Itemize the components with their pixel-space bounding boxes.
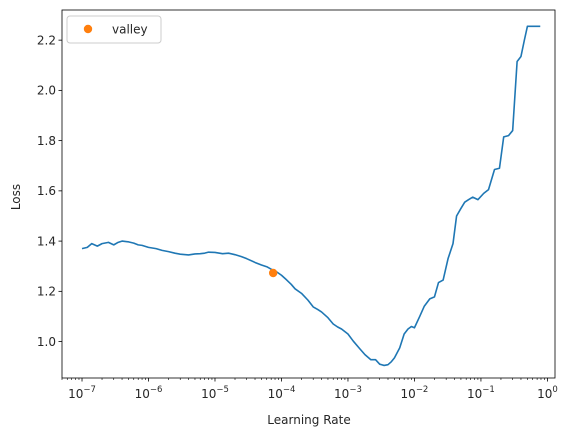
y-tick-label: 2.2 bbox=[37, 33, 56, 47]
x-tick-label-exponent: −2 bbox=[416, 385, 429, 395]
y-tick-label: 2.0 bbox=[37, 84, 56, 98]
y-tick-label: 1.0 bbox=[37, 335, 56, 349]
x-tick-label-exponent: 0 bbox=[552, 385, 557, 395]
x-tick-label-exponent: −7 bbox=[83, 385, 96, 395]
x-tick-label: 10−4 bbox=[268, 385, 296, 401]
x-tick-label: 10−3 bbox=[334, 385, 362, 401]
x-tick-label-base: 10 bbox=[268, 387, 283, 401]
valley-point bbox=[268, 268, 278, 278]
series-layer bbox=[81, 25, 541, 367]
legend-valley-marker bbox=[83, 24, 93, 34]
x-tick-label-exponent: −6 bbox=[150, 385, 163, 395]
y-tick-label: 1.2 bbox=[37, 285, 56, 299]
y-tick-label: 1.8 bbox=[37, 134, 56, 148]
x-tick-label-base: 10 bbox=[334, 387, 349, 401]
x-tick-label-base: 10 bbox=[201, 387, 216, 401]
x-tick-label: 100 bbox=[537, 385, 558, 401]
axes-border bbox=[61, 9, 556, 379]
y-tick-label: 1.6 bbox=[37, 184, 56, 198]
loss-line bbox=[81, 25, 541, 367]
x-tick-label: 10−7 bbox=[68, 385, 96, 401]
x-tick-label-exponent: −3 bbox=[349, 385, 362, 395]
x-tick-label-base: 10 bbox=[537, 387, 552, 401]
x-tick-label-base: 10 bbox=[467, 387, 482, 401]
x-tick-label: 10−5 bbox=[201, 385, 229, 401]
x-axis-label: Learning Rate bbox=[267, 413, 350, 427]
x-tick-label: 10−1 bbox=[467, 385, 495, 401]
y-tick-label: 1.4 bbox=[37, 234, 56, 248]
x-tick-label-base: 10 bbox=[135, 387, 150, 401]
x-axis: 10−7 10−6 10−5 10−4 10−3 10−2 10−1 100 bbox=[61, 378, 558, 401]
legend: valley bbox=[66, 15, 162, 44]
x-tick-label-exponent: −1 bbox=[482, 385, 495, 395]
y-axis-label: Loss bbox=[9, 184, 23, 210]
x-tick-label: 10−6 bbox=[135, 385, 163, 401]
x-tick-label-base: 10 bbox=[401, 387, 416, 401]
legend-box bbox=[66, 15, 162, 44]
axes-frame bbox=[61, 9, 556, 379]
x-tick-label: 10−2 bbox=[401, 385, 429, 401]
x-tick-label-exponent: −5 bbox=[216, 385, 229, 395]
legend-valley-label: valley bbox=[112, 23, 148, 37]
y-axis: 1.0 1.2 1.4 1.6 1.8 2.0 2.2 bbox=[37, 33, 62, 349]
x-tick-label-base: 10 bbox=[68, 387, 83, 401]
x-tick-label-exponent: −4 bbox=[283, 385, 296, 395]
